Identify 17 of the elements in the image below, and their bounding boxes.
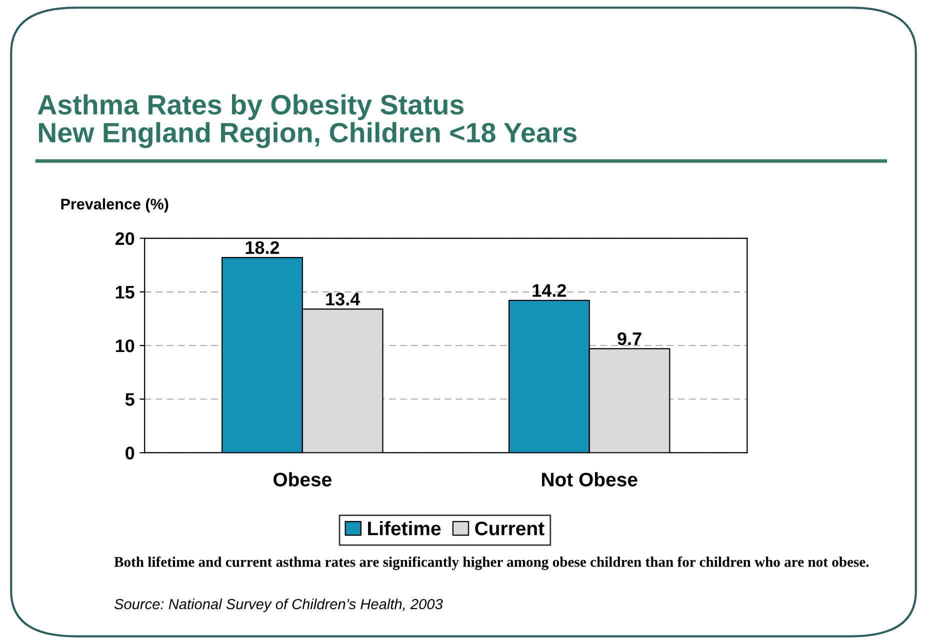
y-tick-label: 10 bbox=[116, 339, 134, 352]
y-axis-title: Prevalence (%) bbox=[61, 198, 168, 213]
y-tick-label: 0 bbox=[126, 446, 134, 460]
y-tick-label: 15 bbox=[116, 286, 134, 299]
legend-label: Current bbox=[475, 522, 544, 536]
source-note: Source: National Survey of Children’s Health, 2003 bbox=[114, 598, 443, 612]
data-label: 18.2 bbox=[246, 241, 280, 254]
data-label: 13.4 bbox=[326, 292, 360, 306]
x-tick-label: Not Obese bbox=[542, 472, 638, 486]
legend-label: Lifetime bbox=[368, 521, 441, 536]
data-label: 9.7 bbox=[618, 332, 642, 346]
text: Both lifetime and current asthma rates are significantly higher among obese children than for children who are not obese. bbox=[114, 556, 869, 570]
y-tick-label: 20 bbox=[115, 232, 134, 245]
x-tick-label: Obese bbox=[274, 472, 332, 486]
chart-title: Asthma Rates by Obesity Status New England Region, Children <18 Years bbox=[38, 94, 577, 148]
data-label: 14.2 bbox=[532, 284, 566, 297]
y-tick-label: 5 bbox=[125, 393, 134, 406]
